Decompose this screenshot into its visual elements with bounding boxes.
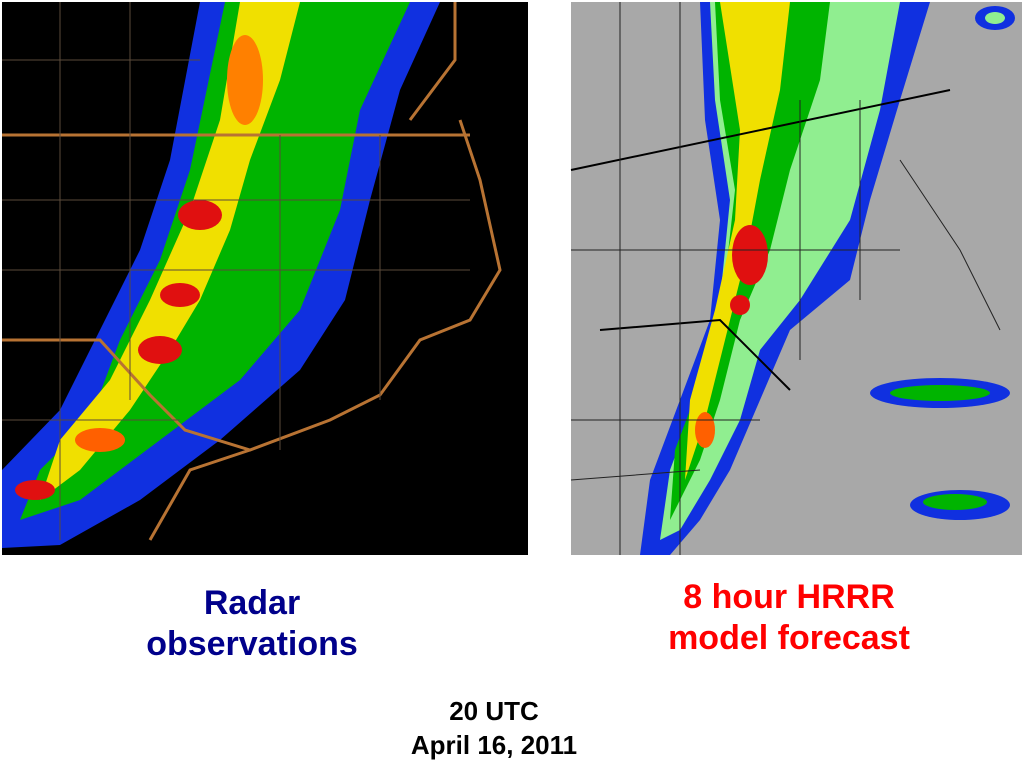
footer-line: 20 UTC [449, 696, 539, 726]
footer: 20 UTC April 16, 2011 [294, 694, 694, 762]
caption-line: Radar [203, 584, 301, 622]
right-caption: 8 hour HRRR model forecast [589, 577, 989, 659]
maps [2, 2, 1022, 555]
forecast-map [570, 2, 1022, 555]
caption-line: observations [146, 625, 358, 663]
left-caption: Radar observations [52, 583, 452, 665]
caption-line: model forecast [668, 619, 910, 657]
caption-line: 8 hour HRRR [683, 578, 895, 616]
footer-line: April 16, 2011 [410, 730, 578, 760]
radar-map [2, 2, 528, 555]
